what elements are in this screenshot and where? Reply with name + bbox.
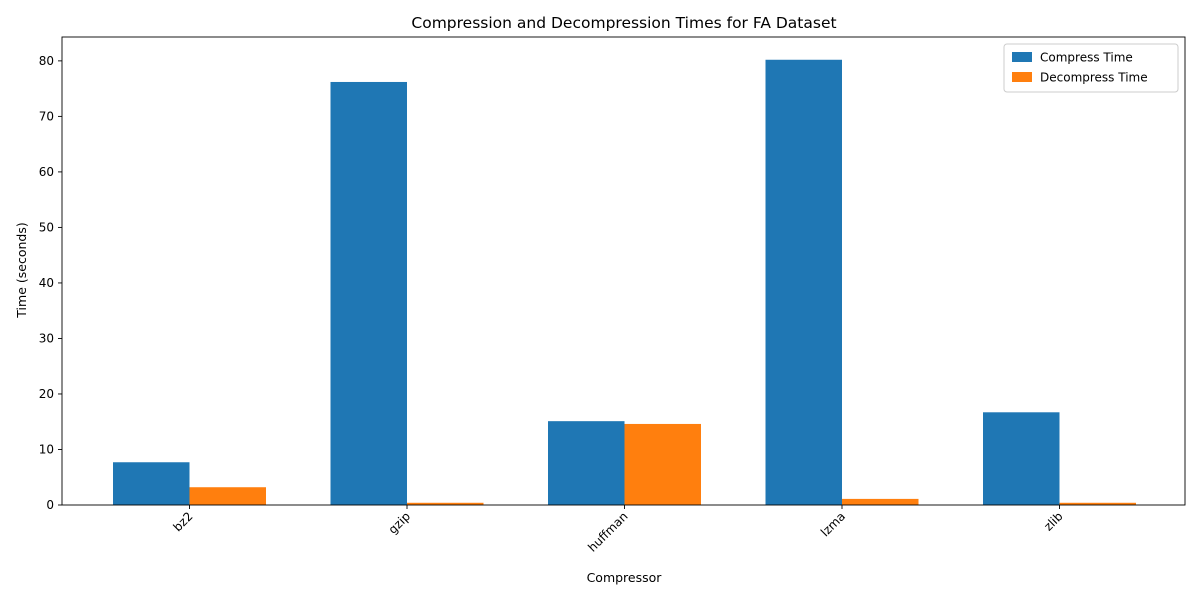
y-tick-label: 40 xyxy=(39,276,54,290)
bar-decompress-bz2 xyxy=(189,487,266,505)
y-axis-label: Time (seconds) xyxy=(14,222,29,318)
y-axis: 0 10 20 30 40 50 60 70 80 xyxy=(39,54,62,512)
x-tick-label-bz2: bz2 xyxy=(170,509,195,534)
legend-swatch-compress xyxy=(1012,52,1032,62)
y-tick-label: 80 xyxy=(39,54,54,68)
x-axis: bz2 gzip huffman lzma zlib xyxy=(170,505,1066,555)
y-tick-label: 0 xyxy=(46,498,54,512)
x-tick-label-lzma: lzma xyxy=(818,509,848,539)
y-tick-label: 30 xyxy=(39,331,54,345)
bar-decompress-huffman xyxy=(624,423,701,505)
legend-box xyxy=(1003,43,1179,93)
legend: Compress Time Decompress Time xyxy=(1003,43,1179,93)
legend-label-compress: Compress Time xyxy=(1040,51,1133,65)
chart-title: Compression and Decompression Times for … xyxy=(411,14,836,32)
y-tick-label: 10 xyxy=(39,442,54,456)
bar-compress-zlib xyxy=(983,412,1060,505)
bar-compress-lzma xyxy=(765,59,842,505)
legend-swatch-decompress xyxy=(1012,72,1032,82)
bar-compress-huffman xyxy=(548,421,625,505)
plot-area xyxy=(61,36,1186,506)
bar-decompress-zlib xyxy=(1059,502,1136,505)
x-tick-label-zlib: zlib xyxy=(1041,509,1065,533)
y-tick-label: 60 xyxy=(39,165,54,179)
y-tick-label: 70 xyxy=(39,109,54,123)
x-tick-label-gzip: gzip xyxy=(386,509,413,536)
y-tick-label: 20 xyxy=(39,387,54,401)
bar-decompress-lzma xyxy=(842,498,919,505)
bar-compress-gzip xyxy=(330,81,407,506)
plot-frame xyxy=(61,36,1186,506)
bar-decompress-gzip xyxy=(407,502,484,505)
legend-label-decompress: Decompress Time xyxy=(1040,71,1148,85)
bar-compress-bz2 xyxy=(113,462,190,505)
y-tick-label: 50 xyxy=(39,220,54,234)
x-tick-label-huffman: huffman xyxy=(585,509,630,554)
x-axis-label: Compressor xyxy=(587,570,663,585)
